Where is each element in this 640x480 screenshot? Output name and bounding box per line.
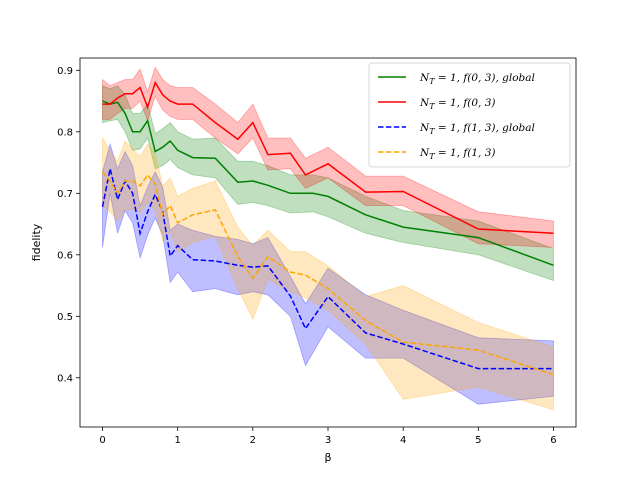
x-tick-label: 1 [175, 435, 181, 446]
x-axis-label: β [324, 451, 331, 464]
line-series-1 [102, 80, 554, 235]
legend-entry: NT = 1, f(0, 3) [419, 97, 495, 111]
y-tick-label: 0.7 [57, 189, 73, 200]
y-tick-label: 0.4 [57, 373, 73, 384]
x-tick-label: 2 [250, 435, 256, 446]
line-series-0 [102, 100, 554, 267]
x-tick-label: 5 [475, 435, 481, 446]
legend-entry: NT = 1, f(1, 3) [419, 147, 495, 161]
x-tick-label: 0 [99, 435, 105, 446]
legend-box [368, 62, 571, 168]
band-series-3 [102, 136, 554, 411]
band-series-1 [102, 66, 554, 248]
y-tick-label: 0.5 [57, 312, 73, 323]
line-series-3 [101, 171, 554, 376]
legend: NT = 1, f(0, 3), global NT = 1, f(0, 3) NT… [368, 62, 571, 168]
y-tick-label: 0.8 [57, 127, 73, 138]
y-axis-label: fidelity [30, 223, 43, 261]
x-axis: 0 1 2 3 4 5 6 [99, 427, 557, 446]
series-lines [101, 80, 554, 376]
x-tick-label: 3 [325, 435, 331, 446]
line-series-2 [101, 168, 554, 370]
x-tick-label: 6 [550, 435, 556, 446]
y-tick-label: 0.9 [57, 66, 73, 77]
y-axis: 0.4 0.5 0.6 0.7 0.8 0.9 [57, 66, 80, 384]
x-tick-label: 4 [400, 435, 406, 446]
legend-entry: NT = 1, f(0, 3), global [419, 72, 535, 86]
y-tick-label: 0.6 [57, 250, 73, 261]
band-series-2 [102, 142, 554, 405]
legend-entry: NT = 1, f(1, 3), global [419, 122, 535, 136]
